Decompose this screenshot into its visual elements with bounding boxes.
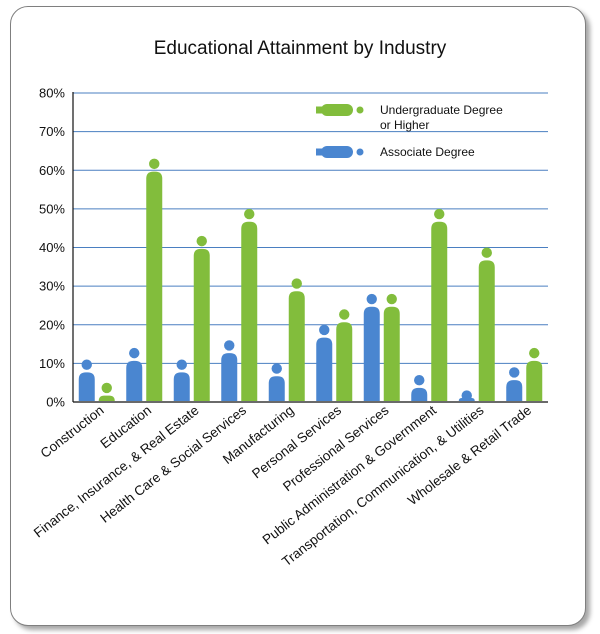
x-tick-label: Public Administration & Government	[260, 402, 440, 547]
y-tick-label: 50%	[39, 201, 65, 216]
undergraduate-bar	[146, 158, 163, 401]
associate-bar	[126, 347, 143, 401]
undergraduate-bar	[526, 347, 543, 401]
legend-dot	[356, 106, 364, 114]
bar-body	[431, 221, 448, 401]
bar-body	[146, 171, 163, 401]
bar-body	[411, 387, 428, 401]
bar-head	[386, 293, 397, 305]
bar-body	[78, 372, 95, 401]
associate-bar	[316, 324, 333, 401]
associate-bar	[173, 359, 190, 401]
bar-head	[481, 247, 492, 258]
legend-item: Associate Degree	[316, 145, 475, 159]
bar-head	[176, 359, 187, 370]
bar-body	[478, 260, 495, 401]
legend-label: Undergraduate Degree	[380, 103, 503, 117]
bar-head	[461, 390, 472, 401]
bar-head	[319, 324, 330, 336]
associate-bar	[268, 363, 285, 401]
y-tick-label: 30%	[39, 279, 65, 294]
bar-head	[529, 347, 540, 359]
undergraduate-bar	[431, 208, 448, 401]
undergraduate-bar	[383, 293, 400, 401]
bar-body	[241, 221, 258, 401]
undergraduate-bar	[478, 247, 495, 401]
legend-label: or Higher	[380, 118, 429, 132]
bar-head	[434, 208, 445, 220]
bar-body	[526, 360, 543, 401]
bar-body	[288, 291, 305, 401]
bar-body	[126, 360, 143, 401]
bar-body	[316, 337, 333, 401]
legend-tail	[316, 148, 322, 156]
bar-body	[193, 248, 210, 401]
bar-head	[291, 278, 302, 289]
legend-label: Associate Degree	[380, 145, 475, 159]
bar-head	[149, 158, 160, 170]
bar-head	[129, 347, 140, 359]
bar-head	[244, 208, 255, 220]
legend-dot	[356, 148, 364, 156]
associate-bar	[221, 340, 238, 401]
legend-swatch	[321, 146, 353, 158]
bar-body	[363, 306, 380, 401]
associate-bar	[506, 367, 523, 401]
y-tick-label: 0%	[46, 395, 65, 410]
associate-bar	[458, 390, 475, 401]
associate-bar	[78, 359, 95, 401]
x-tick-label: Finance, Insurance, & Real Estate	[31, 403, 202, 541]
bar-body	[221, 353, 238, 401]
bar-head	[366, 293, 377, 305]
legend-tail	[316, 106, 322, 114]
undergraduate-bar	[98, 382, 115, 401]
bar-body	[173, 372, 190, 401]
y-tick-label: 70%	[39, 124, 65, 139]
bar-head	[339, 309, 350, 320]
undergraduate-bar	[193, 235, 210, 401]
bar-head	[509, 367, 520, 378]
bar-head	[81, 359, 92, 370]
associate-bar	[411, 374, 428, 401]
bar-body	[98, 395, 115, 401]
y-tick-label: 20%	[39, 317, 65, 332]
legend-swatch	[321, 104, 353, 116]
undergraduate-bar	[241, 208, 258, 401]
undergraduate-bar	[288, 278, 305, 401]
y-tick-label: 40%	[39, 240, 65, 255]
undergraduate-bar	[336, 309, 353, 401]
bar-body	[383, 306, 400, 401]
bar-head	[224, 340, 235, 351]
y-tick-label: 80%	[39, 86, 65, 101]
y-tick-label: 10%	[39, 356, 65, 371]
bar-head	[101, 382, 112, 394]
y-tick-label: 60%	[39, 163, 65, 178]
x-tick-label: Construction	[38, 403, 107, 461]
bar-body	[268, 376, 285, 401]
associate-bar	[363, 293, 380, 401]
chart-title: Educational Attainment by Industry	[153, 38, 447, 59]
bar-head	[271, 363, 282, 374]
bar-head	[196, 235, 207, 247]
bar-body	[336, 322, 353, 401]
bar-head	[414, 374, 425, 386]
bar-body	[506, 380, 523, 401]
